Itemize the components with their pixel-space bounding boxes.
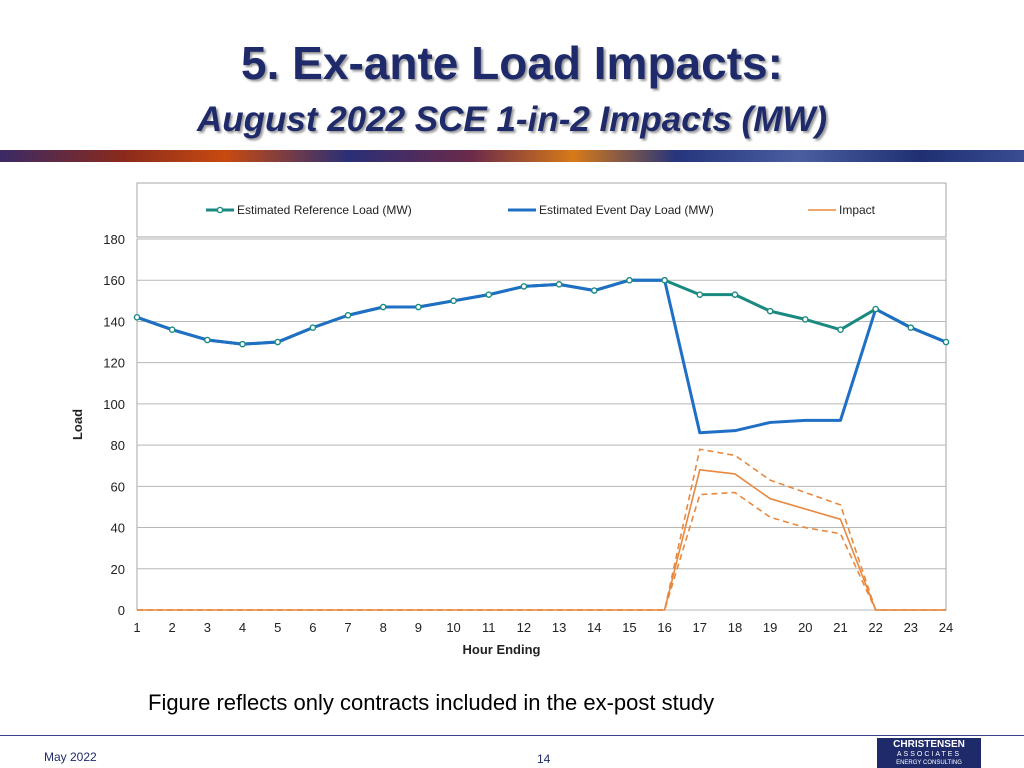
reference-point-6: [309, 324, 317, 331]
reference-point-21: [837, 326, 844, 333]
decorative-banner: [0, 150, 1024, 162]
slide-title: 5. Ex-ante Load Impacts:: [241, 37, 783, 89]
footer-date: May 2022: [44, 750, 97, 764]
y-tick-label-160: 160: [103, 273, 125, 288]
load-impact-chart: 0 20 40 60 80 100 120 140 160 180 1 2 3 4 5 6 7 8 9 10 11 12 1…: [60, 175, 960, 665]
x-tick-label-18: 18: [728, 620, 742, 635]
y-tick-label-40: 40: [111, 521, 125, 536]
x-tick-label-16: 16: [657, 620, 671, 635]
reference-point-19: [766, 307, 774, 315]
series-line-1: [136, 278, 947, 435]
y-tick-label-180: 180: [103, 232, 125, 247]
x-tick-label-22: 22: [868, 620, 882, 635]
reference-point-4: [239, 340, 246, 348]
y-tick-label-0: 0: [118, 603, 125, 618]
page-number: 14: [537, 752, 551, 766]
x-tick-label-10: 10: [446, 620, 460, 635]
x-tick-label-24: 24: [939, 620, 953, 635]
y-tick-label-80: 80: [111, 438, 125, 453]
x-tick-label-12: 12: [517, 620, 531, 635]
y-tick-label-120: 120: [103, 356, 125, 371]
reference-point-11: [485, 291, 493, 298]
reference-point-2: [168, 326, 176, 333]
x-axis-title: Hour Ending: [463, 642, 541, 657]
x-tick-label-19: 19: [763, 620, 777, 635]
plot-area: [136, 238, 947, 611]
x-tick-label-6: 6: [309, 620, 316, 635]
x-tick-label-5: 5: [274, 620, 281, 635]
y-tick-label-60: 60: [111, 479, 125, 494]
x-tick-label-3: 3: [204, 620, 211, 635]
reference-point-1: [133, 314, 141, 321]
reference-point-9: [415, 303, 422, 311]
x-tick-label-11: 11: [482, 620, 496, 635]
x-tick-label-13: 13: [552, 620, 566, 635]
logo-line1: CHRISTENSEN: [893, 739, 965, 750]
logo-line3: ENERGY CONSULTING: [896, 760, 962, 766]
reference-point-13: [555, 281, 563, 288]
reference-point-23: [907, 324, 915, 331]
x-tick-label-9: 9: [415, 620, 422, 635]
reference-point-7: [344, 311, 352, 319]
reference-point-14: [590, 287, 598, 294]
y-axis-title: Load: [70, 409, 85, 440]
x-tick-label-21: 21: [833, 620, 847, 635]
figure-caption: Figure reflects only contracts included …: [148, 690, 715, 715]
reference-point-3: [204, 336, 211, 344]
reference-point-22: [872, 305, 879, 313]
x-tick-label-8: 8: [380, 620, 387, 635]
x-tick-label-4: 4: [239, 620, 246, 635]
x-tick-label-15: 15: [622, 620, 636, 635]
series-line-4: [137, 491, 946, 611]
x-tick-label-20: 20: [798, 620, 812, 635]
slide-subtitle: August 2022 SCE 1-in-2 Impacts (MW): [196, 100, 828, 139]
reference-point-10: [450, 297, 457, 305]
legend-label-0: Estimated Reference Load (MW): [237, 203, 412, 217]
company-logo: CHRISTENSEN ASSOCIATES ENERGY CONSULTING: [877, 738, 981, 768]
y-tick-label-100: 100: [103, 397, 125, 412]
reference-point-20: [802, 316, 809, 323]
reference-point-15: [626, 276, 633, 284]
reference-point-17: [696, 291, 704, 298]
legend-marker-0: [216, 206, 224, 214]
reference-point-16: [661, 276, 668, 284]
x-tick-label-14: 14: [587, 620, 601, 635]
logo-line2: ASSOCIATES: [896, 751, 962, 758]
reference-point-18: [731, 291, 739, 298]
y-tick-label-140: 140: [103, 314, 125, 329]
x-tick-label-2: 2: [169, 620, 176, 635]
x-tick-label-23: 23: [904, 620, 918, 635]
reference-point-5: [274, 338, 281, 346]
x-tick-label-17: 17: [693, 620, 707, 635]
footer-divider: [0, 735, 1024, 736]
reference-point-24: [942, 338, 950, 346]
x-tick-label-1: 1: [133, 620, 140, 635]
y-tick-label-20: 20: [111, 562, 125, 577]
reference-point-8: [379, 303, 387, 311]
legend-label-2: Impact: [839, 203, 876, 217]
x-tick-label-7: 7: [344, 620, 351, 635]
reference-point-12: [520, 283, 528, 290]
legend-label-1: Estimated Event Day Load (MW): [539, 203, 714, 217]
